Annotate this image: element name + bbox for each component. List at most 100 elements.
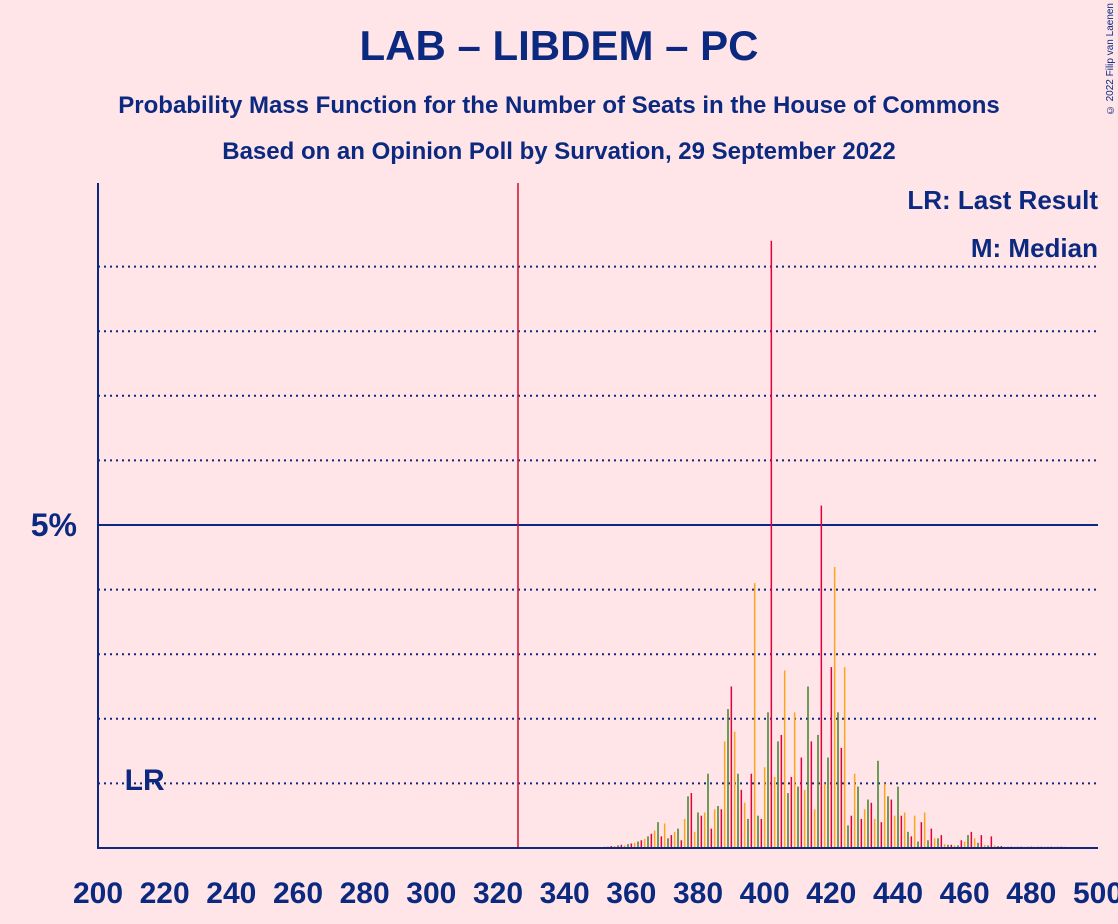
- bar: [773, 776, 776, 848]
- bar: [623, 845, 626, 848]
- bar: [890, 799, 893, 848]
- y-tick-label: 5%: [31, 507, 77, 543]
- bar: [680, 840, 683, 848]
- bar: [960, 840, 963, 848]
- legend-entry: M: Median: [971, 233, 1098, 263]
- bar: [937, 838, 939, 848]
- bar: [853, 773, 856, 848]
- bar: [693, 831, 696, 848]
- bar: [813, 809, 816, 848]
- bar: [967, 835, 969, 848]
- x-tick-label: 220: [140, 877, 190, 910]
- axes: [97, 183, 1098, 849]
- bar: [843, 667, 846, 848]
- bar: [617, 845, 619, 848]
- bar: [830, 667, 833, 848]
- bar: [747, 818, 749, 848]
- bar: [723, 741, 726, 848]
- x-tick-label: 420: [806, 877, 856, 910]
- bar: [973, 838, 976, 848]
- bar: [800, 757, 803, 848]
- bar: [630, 843, 633, 848]
- bar: [750, 773, 753, 848]
- bar: [743, 802, 746, 848]
- bar: [847, 825, 849, 848]
- bar: [963, 841, 966, 848]
- x-tick-label: 380: [673, 877, 723, 910]
- bar: [833, 566, 836, 848]
- bar: [827, 757, 829, 848]
- bar: [710, 828, 713, 848]
- bars: [603, 240, 1066, 848]
- bar: [923, 812, 926, 848]
- bar: [917, 841, 919, 848]
- bar: [620, 844, 623, 848]
- bar: [780, 734, 783, 848]
- bar: [940, 835, 943, 848]
- x-tick-label: 320: [473, 877, 523, 910]
- bar: [703, 812, 706, 848]
- bar: [863, 809, 866, 848]
- bar: [817, 734, 819, 848]
- x-tick-label: 200: [73, 877, 123, 910]
- bar: [810, 741, 813, 848]
- bar: [627, 844, 629, 848]
- bar: [933, 838, 936, 848]
- bar: [977, 842, 979, 848]
- bar: [730, 686, 733, 848]
- bar: [980, 835, 983, 848]
- bar: [880, 822, 883, 848]
- bar: [770, 240, 773, 848]
- bar: [753, 583, 756, 848]
- bar: [667, 838, 669, 848]
- bar: [793, 712, 796, 848]
- legend-entry: LR: Last Result: [907, 185, 1098, 215]
- bar: [870, 802, 873, 848]
- x-tick-label: 460: [940, 877, 990, 910]
- x-tick-label: 240: [206, 877, 256, 910]
- bar: [777, 741, 779, 848]
- bar: [663, 823, 666, 848]
- x-tick-label: 340: [540, 877, 590, 910]
- bar: [697, 812, 699, 848]
- bar: [660, 836, 663, 848]
- bar: [733, 731, 736, 848]
- bar: [637, 841, 639, 848]
- bar: [803, 789, 806, 848]
- bar: [727, 709, 729, 848]
- bar: [957, 845, 959, 848]
- bar: [757, 815, 759, 848]
- x-tick-label: 280: [340, 877, 390, 910]
- bar: [837, 712, 839, 848]
- bar: [857, 786, 859, 848]
- bar: [893, 815, 896, 848]
- bar: [873, 818, 876, 848]
- bar: [913, 815, 916, 848]
- bar: [677, 828, 679, 848]
- gridlines: [98, 265, 1098, 785]
- bar: [993, 845, 996, 848]
- bar: [787, 793, 789, 848]
- x-tick-label: 480: [1006, 877, 1056, 910]
- bar: [650, 833, 653, 848]
- bar: [807, 686, 809, 848]
- bar: [860, 818, 863, 848]
- bar: [640, 840, 643, 848]
- bar: [983, 844, 986, 848]
- bar: [740, 789, 743, 848]
- bar: [797, 786, 799, 848]
- bar: [953, 845, 956, 848]
- bar: [850, 815, 853, 848]
- bar: [700, 815, 703, 848]
- bar: [763, 767, 766, 848]
- bar: [883, 783, 886, 848]
- chart-title: LAB – LIBDEM – PC: [359, 22, 759, 69]
- bar: [943, 844, 946, 848]
- bar: [903, 812, 906, 848]
- labels: 200 220 240 260 280 300 320 340 360 380 400 420 440 4…: [31, 185, 1118, 910]
- bar: [907, 831, 909, 848]
- chart-subtitle: Probability Mass Function for the Number…: [118, 92, 1000, 119]
- bar: [927, 840, 929, 848]
- bar: [783, 670, 786, 848]
